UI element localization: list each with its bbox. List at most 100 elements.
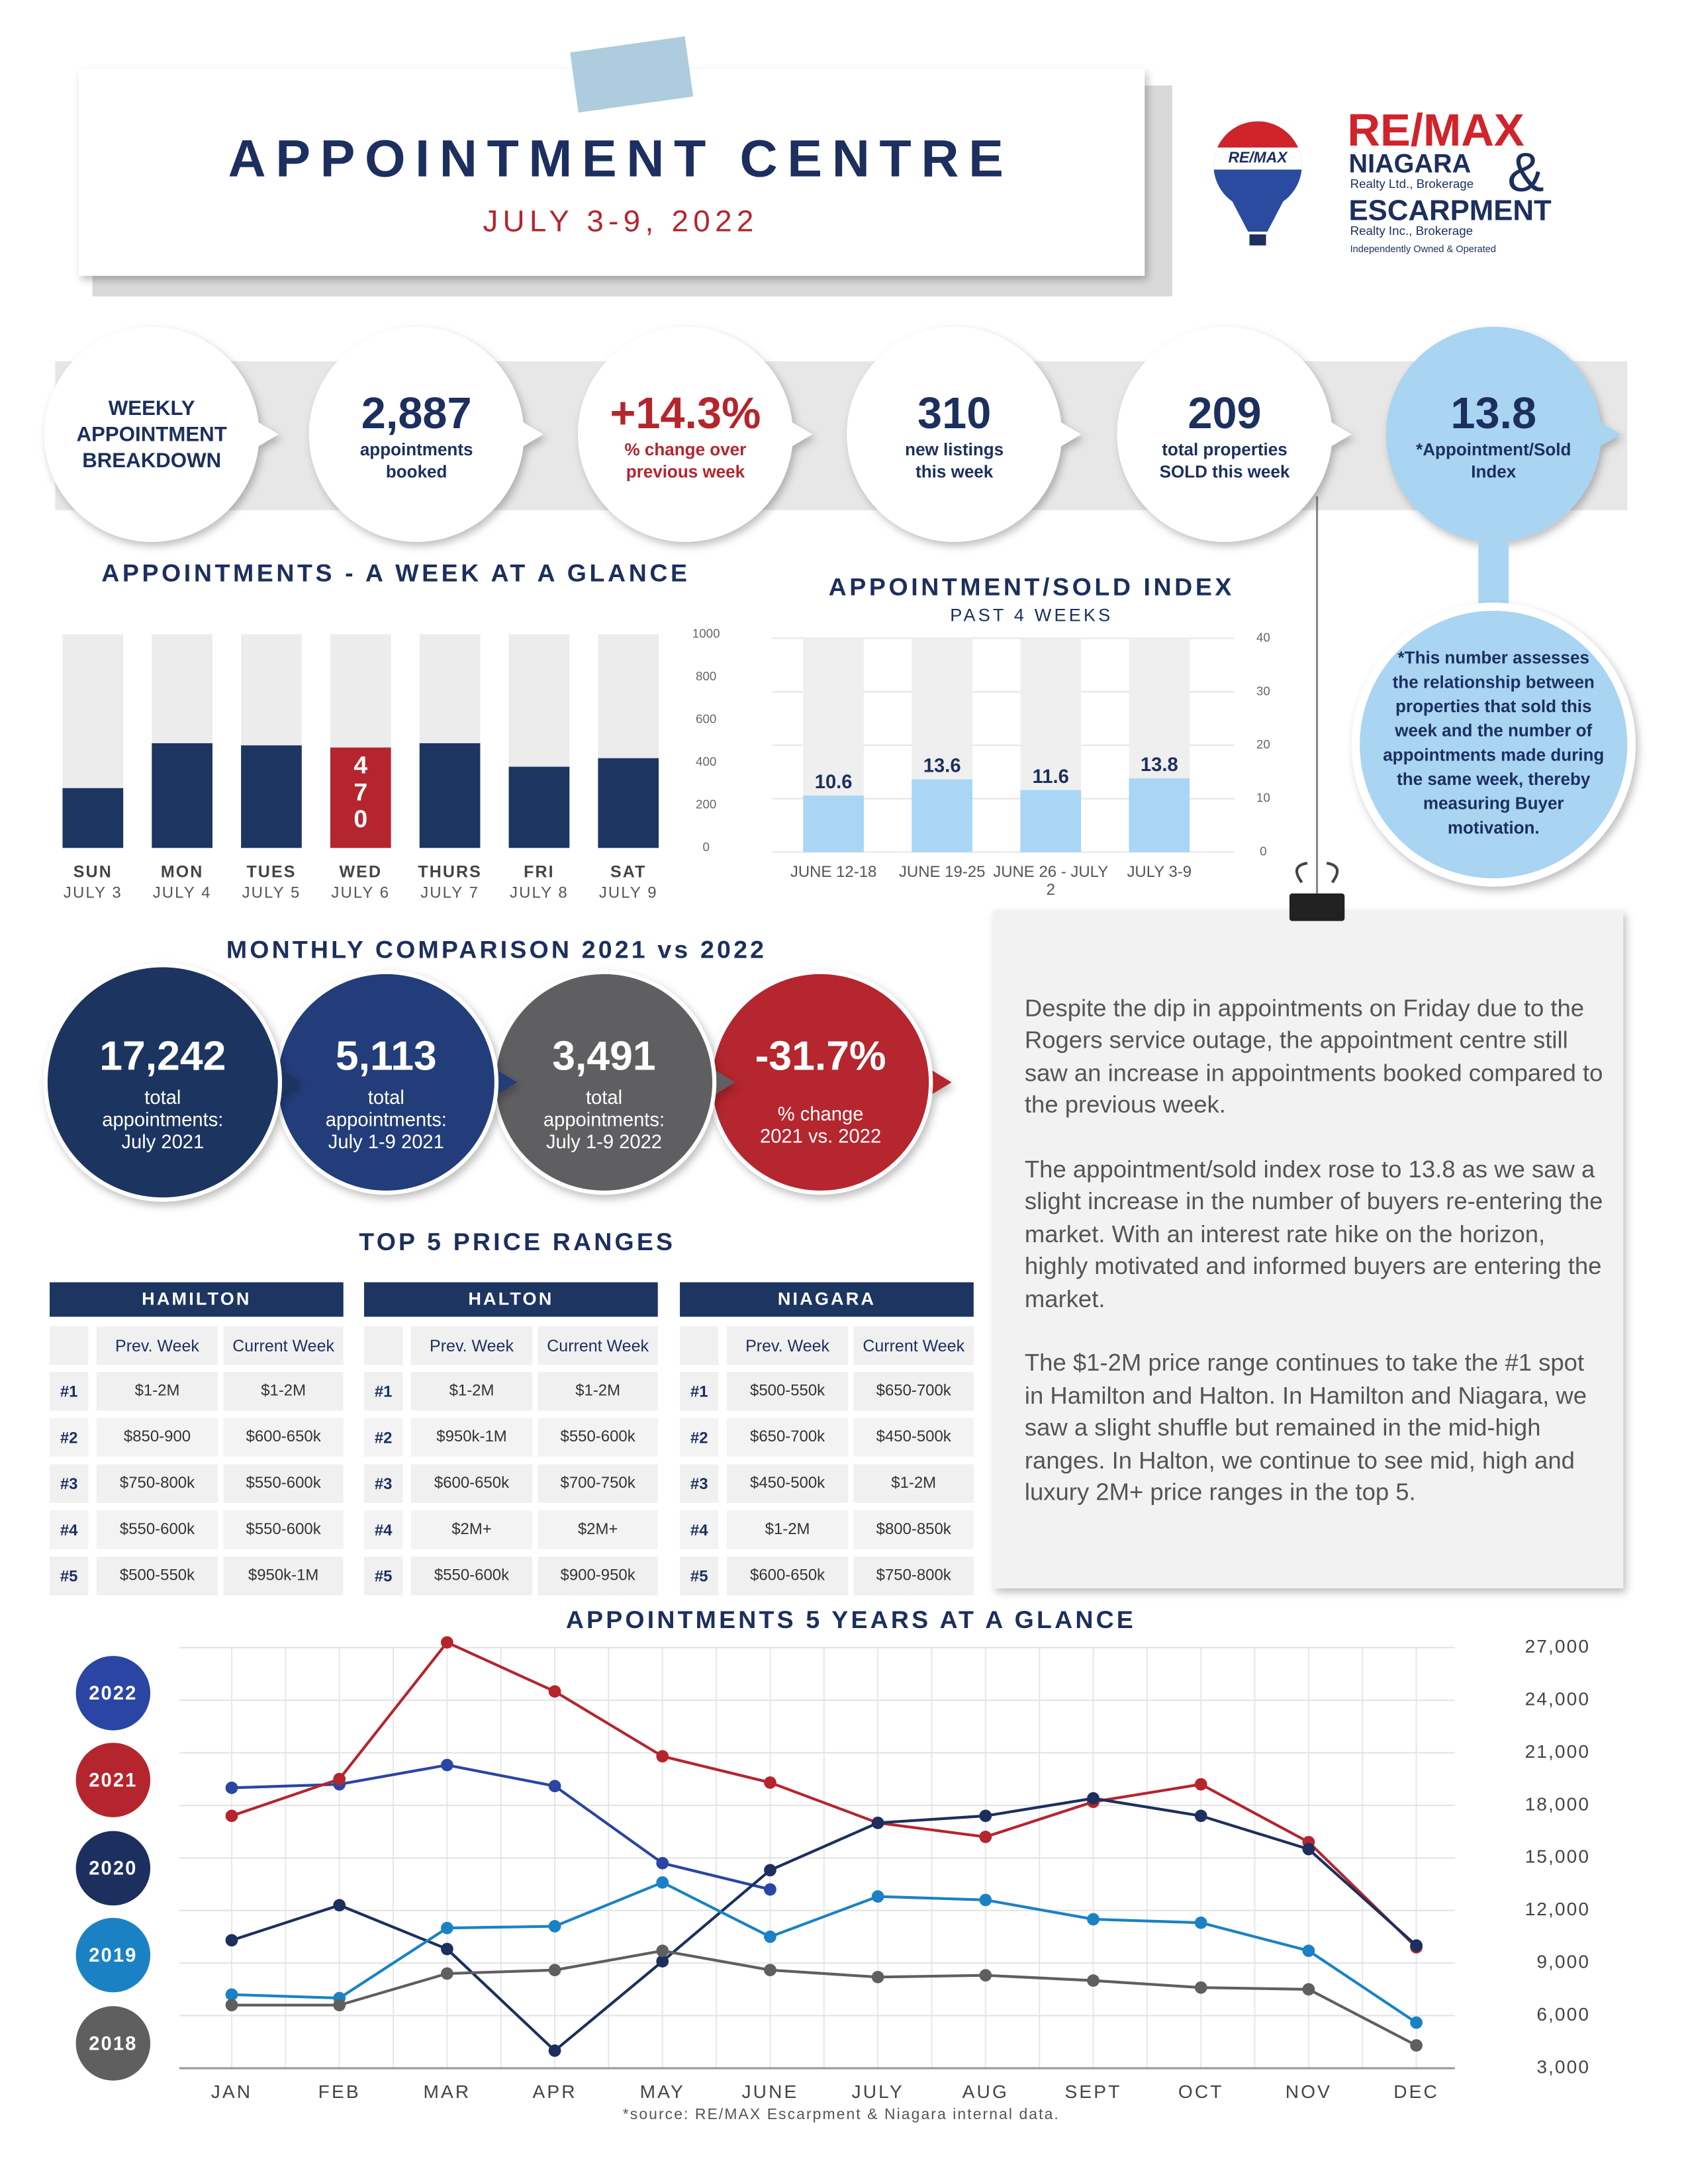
data-label: 13.8: [1141, 754, 1178, 776]
tape: [570, 36, 694, 113]
bar: [241, 745, 302, 848]
table-cell: [364, 1464, 403, 1503]
y-tick-label: 24,000: [1525, 1688, 1590, 1709]
column-header: Prev. Week: [115, 1337, 199, 1355]
stat-value: 13.8: [1450, 389, 1536, 438]
x-tick-label: JAN: [211, 2081, 252, 2102]
prev-range: $600-650k: [434, 1474, 509, 1492]
point: [225, 1999, 238, 2012]
circle: [43, 963, 283, 1202]
table-cell: [50, 1326, 89, 1365]
x-tick-label: TUES: [246, 862, 296, 881]
line: [231, 1641, 1418, 1948]
legend-label: 2018: [89, 2033, 137, 2054]
current-range: $450-500k: [876, 1428, 951, 1445]
table-city: HALTON: [468, 1289, 553, 1309]
point: [1194, 1809, 1207, 1823]
x-tick-label: DEC: [1393, 2081, 1439, 2102]
table-cell: [364, 1557, 403, 1596]
prev-range: $1-2M: [135, 1381, 180, 1399]
point: [441, 1636, 453, 1649]
note-text: appointments made during: [1383, 745, 1604, 764]
table-header: [364, 1282, 658, 1317]
stat-label: *Appointment/Sold: [1416, 439, 1571, 459]
month-value: 17,242: [99, 1033, 226, 1079]
table-cell: [680, 1464, 719, 1503]
table-cell: [726, 1371, 849, 1411]
section-title: TOP 5 PRICE RANGES: [359, 1228, 675, 1255]
x-tick-label: OCT: [1178, 2081, 1224, 2102]
table-cell: [538, 1371, 658, 1411]
point: [764, 1931, 776, 1943]
clip-handle: [1295, 862, 1339, 884]
table-cell: [853, 1326, 974, 1365]
y-tick-label: 0: [702, 840, 709, 854]
stat-value: 2,887: [361, 389, 472, 438]
section-subtitle: PAST 4 WEEKS: [950, 604, 1113, 625]
point: [1302, 1843, 1315, 1856]
note-text: motivation.: [1448, 817, 1540, 837]
rank: #4: [690, 1522, 708, 1539]
table-cell: [680, 1326, 719, 1365]
stat-label: Index: [1471, 461, 1517, 481]
table-cell: [680, 1510, 719, 1549]
bar: [1129, 778, 1190, 852]
table-cell: [410, 1371, 533, 1411]
current-range: $2M+: [578, 1520, 618, 1538]
table-cell: [853, 1371, 974, 1411]
note-text: *This number assesses: [1398, 648, 1589, 668]
current-range: $950k-1M: [248, 1567, 318, 1584]
stat-label: appointments: [360, 439, 473, 459]
table-cell: [364, 1326, 403, 1365]
x-tick-label: JUNE 26 - JULY 2: [993, 864, 1109, 899]
rank: #5: [690, 1568, 708, 1586]
legend-label: 2021: [89, 1770, 137, 1791]
commentary-box: [993, 910, 1624, 1588]
rank: #3: [60, 1475, 78, 1493]
intro-text: WEEKLY: [109, 396, 195, 420]
point: [1302, 1944, 1315, 1957]
note-text: measuring Buyer: [1423, 794, 1564, 813]
point: [548, 2044, 561, 2057]
table-cell: [223, 1464, 344, 1503]
prev-range: $550-600k: [434, 1567, 509, 1584]
month-value: 5,113: [336, 1033, 437, 1079]
month-label: total: [586, 1087, 622, 1109]
logo-office-sub: Realty Ltd., Brokerage: [1350, 177, 1474, 191]
prev-range: $600-650k: [750, 1567, 825, 1584]
logo-tagline: Independently Owned & Operated: [1350, 244, 1496, 255]
section-title: MONTHLY COMPARISON 2021 vs 2022: [226, 935, 767, 963]
point: [548, 1685, 561, 1698]
month-label: July 1-9 2022: [546, 1132, 662, 1153]
y-tick-label: 18,000: [1525, 1794, 1590, 1814]
point: [764, 1964, 776, 1977]
table-cell: [96, 1418, 218, 1457]
point: [979, 1809, 992, 1823]
y-tick-label: 1000: [692, 626, 720, 640]
x-tick-label-box: JUNE 26 - JULY 2: [993, 864, 1109, 899]
point: [441, 1921, 453, 1934]
stat-label: % change over: [625, 439, 747, 459]
x-tick-label: THURS: [418, 862, 482, 881]
legend-label: 2020: [89, 1858, 137, 1880]
logo-office: ESCARPMENT: [1349, 194, 1552, 226]
current-range: $900-950k: [561, 1567, 635, 1584]
data-label: 11.6: [1033, 766, 1069, 788]
point: [764, 1776, 776, 1789]
legend-swatch: [75, 1743, 151, 1817]
current-range: $1-2M: [891, 1474, 936, 1492]
column-header: Prev. Week: [430, 1337, 514, 1355]
data-label: 10.6: [815, 772, 853, 793]
line: [232, 1949, 1417, 2047]
bar: [419, 743, 481, 848]
table-cell: [50, 1464, 89, 1503]
table-cell: [726, 1326, 849, 1365]
balloon-tail: [1231, 200, 1284, 232]
point: [1087, 1913, 1100, 1926]
bar: [803, 795, 864, 852]
month-label: appointments:: [543, 1109, 665, 1130]
point: [225, 1782, 238, 1794]
table-cell: [223, 1418, 344, 1457]
column-header: Current Week: [232, 1337, 334, 1355]
